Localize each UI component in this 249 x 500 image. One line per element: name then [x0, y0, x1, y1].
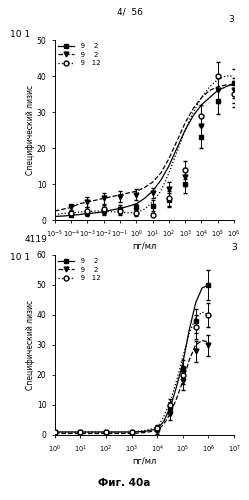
Text: Фиг. 40а: Фиг. 40а — [98, 478, 151, 488]
Text: 3: 3 — [229, 15, 235, 24]
X-axis label: пг/мл: пг/мл — [132, 456, 157, 465]
Text: 4/  56: 4/ 56 — [117, 8, 142, 16]
Text: 4119: 4119 — [25, 235, 48, 244]
Text: 10 1: 10 1 — [10, 30, 30, 39]
Text: 10 1: 10 1 — [10, 252, 30, 262]
Legend:   9    2,   9    2,   9   12: 9 2, 9 2, 9 12 — [57, 42, 102, 68]
Y-axis label: Специфический лизис: Специфический лизис — [26, 300, 35, 390]
Y-axis label: Специфический лизис: Специфический лизис — [26, 85, 35, 175]
Legend:   9    2,   9    2,   9   12: 9 2, 9 2, 9 12 — [57, 257, 102, 282]
X-axis label: пг/мл: пг/мл — [132, 241, 157, 250]
Text: 3: 3 — [232, 242, 237, 252]
